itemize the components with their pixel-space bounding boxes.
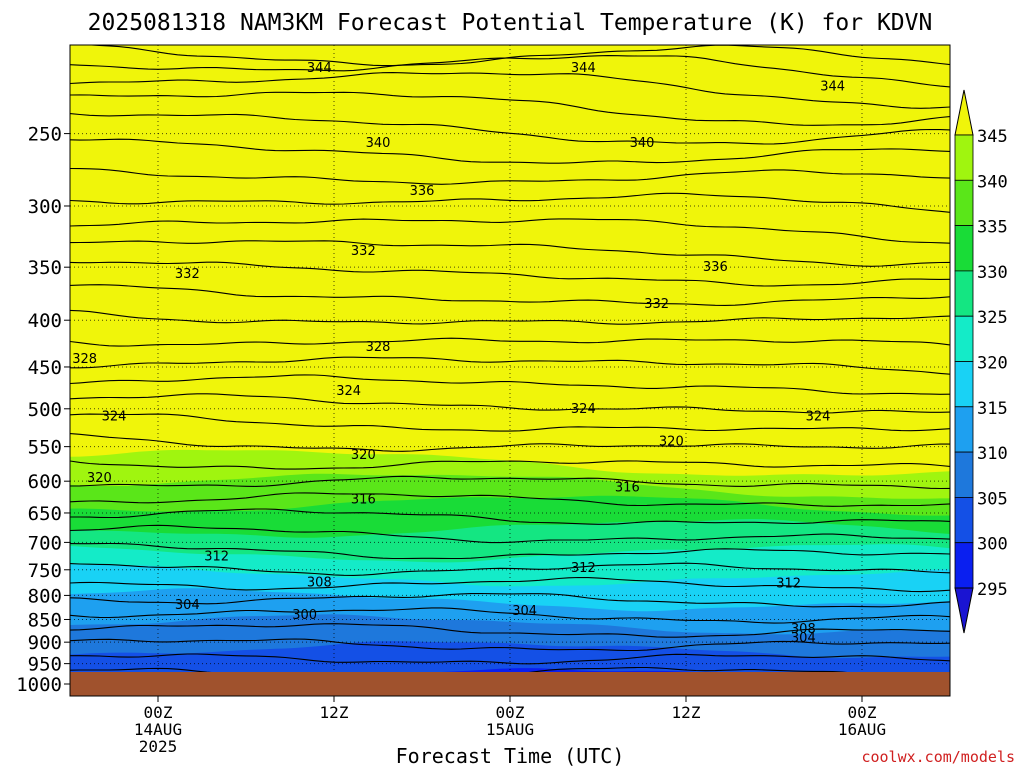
y-tick-label: 550 [28,437,62,459]
colorbar: 345 340 335 330 325 320 315 310 305 300 295 [954,89,1008,634]
colorbar-swatch [954,179,974,227]
colorbar-swatch [954,361,974,408]
contour-label: 324 [102,410,127,425]
x-tick-label: 12Z [672,703,701,722]
filled-contours [70,45,950,672]
contour-label: 324 [336,384,361,399]
contour-label: 312 [776,576,801,591]
colorbar-label: 320 [977,354,1008,374]
contour-label: 344 [571,61,596,76]
x-tick-label: 00Z [144,703,173,722]
credit-text: coolwx.com/models [861,748,1015,766]
contour-label: 336 [703,260,728,275]
contour-label: 324 [806,410,831,425]
y-tick-label: 250 [28,124,62,146]
x-tick-label: 2025 [139,737,178,756]
contour-label: 336 [410,184,435,199]
y-axis: 2503003504004505005506006507007508008509… [16,124,70,696]
colorbar-label: 310 [977,444,1008,464]
contour-label: 344 [820,79,845,94]
contour-label: 316 [615,481,640,496]
x-tick-label: 00Z [848,703,877,722]
x-tick-label: 00Z [496,703,525,722]
contour-label: 340 [366,136,391,151]
contour-label: 328 [72,352,97,367]
y-tick-label: 450 [28,357,62,379]
colorbar-label: 335 [977,218,1008,238]
contour-label: 304 [175,598,200,613]
colorbar-label: 300 [977,535,1008,555]
contour-label: 332 [644,297,669,312]
x-tick-label: 16AUG [838,720,886,739]
contour-label: 320 [351,448,376,463]
colorbar-label: 295 [977,580,1008,600]
colorbar-label: 305 [977,489,1008,509]
contour-label: 340 [630,136,655,151]
x-tick-label: 14AUG [134,720,182,739]
y-tick-label: 600 [28,471,62,493]
contour-label: 312 [571,561,596,576]
colorbar-bottom-arrow [954,587,974,634]
colorbar-swatch [954,134,974,181]
colorbar-label: 345 [977,127,1008,147]
contour-label: 308 [307,575,332,590]
y-tick-label: 950 [28,654,62,676]
y-tick-label: 650 [28,503,62,525]
contour-labels: 344 344 344 340 340 336 336 332 332 332 328 328 324 3… [72,61,845,646]
contour-label: 304 [791,631,816,646]
contour-label: 312 [204,549,229,564]
contour-label: 308 [791,622,816,637]
contour-label: 332 [175,267,200,282]
colorbar-swatch [954,451,974,498]
colorbar-swatch [954,225,974,272]
y-tick-label: 850 [28,609,62,631]
x-axis-title: Forecast Time (UTC) [396,744,625,768]
colorbar-top-arrow [954,89,974,136]
contour-label: 304 [512,604,537,619]
y-tick-label: 350 [28,257,62,279]
contour-label: 320 [659,435,684,450]
contour-label: 300 [292,608,317,623]
contour-label: 324 [571,402,596,417]
y-tick-label: 800 [28,585,62,607]
y-tick-label: 1000 [16,674,62,696]
colorbar-swatch [954,270,974,317]
y-tick-label: 400 [28,310,62,332]
contour-label: 328 [366,340,391,355]
y-tick-label: 900 [28,632,62,654]
contour-label: 316 [351,492,376,507]
x-tick-label: 12Z [320,703,349,722]
colorbar-label: 315 [977,399,1008,419]
chart-title: 2025081318 NAM3KM Forecast Potential Tem… [88,10,933,36]
colorbar-swatch [954,406,974,453]
colorbar-label: 340 [977,172,1008,192]
colorbar-label: 325 [977,308,1008,328]
y-tick-label: 300 [28,196,62,218]
colorbar-label: 330 [977,263,1008,283]
contour-label: 344 [307,61,332,76]
plot-area: 344 344 344 340 340 336 336 332 332 332 328 328 324 3… [70,45,950,672]
x-tick-label: 15AUG [486,720,534,739]
y-tick-label: 750 [28,560,62,582]
colorbar-swatch [954,542,974,589]
y-tick-label: 700 [28,532,62,554]
y-tick-label: 500 [28,399,62,421]
colorbar-swatch [954,496,974,544]
ground-surface [70,672,950,696]
contour-label: 320 [87,471,112,486]
gridlines [70,45,950,672]
colorbar-swatch [954,315,974,362]
contour-label: 332 [351,244,376,259]
